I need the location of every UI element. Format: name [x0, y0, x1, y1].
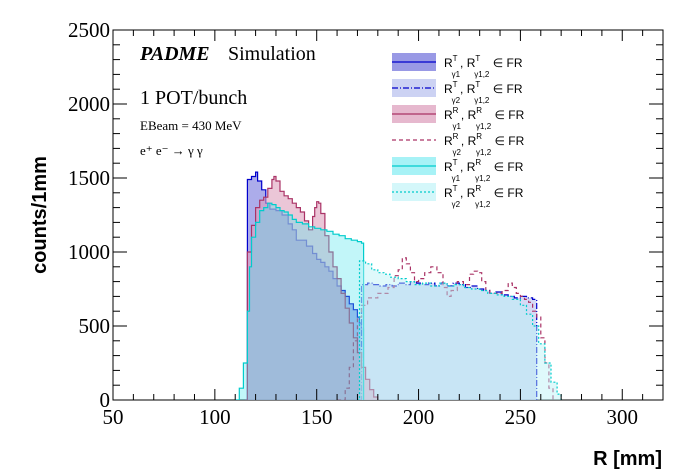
x-tick-label: 200: [403, 405, 435, 429]
legend-label-5: RT γ2, RR γ1,2 ∈ FR: [444, 184, 524, 209]
series-4-line: [235, 202, 365, 400]
y-tick-label: 0: [100, 388, 111, 412]
legend-label-2: RR γ1, RR γ1,2 ∈ FR: [444, 106, 525, 131]
series-4-fill: [235, 203, 364, 400]
y-axis-title: counts/1mm: [29, 156, 51, 274]
series-3-line: [337, 257, 554, 400]
ticks-layer: [112, 29, 664, 401]
legend-label-4: RT γ1, RR γ1,2 ∈ FR: [444, 158, 524, 183]
padme-label: PADME: [139, 43, 210, 65]
x-tick-label: 250: [505, 405, 537, 429]
series-layer: [235, 171, 562, 400]
x-tick-label: 50: [103, 405, 124, 429]
legend-label-3: RR γ2, RR γ1,2 ∈ FR: [444, 132, 525, 157]
legend-label-0: RT γ1, RT γ1,2 ∈ FR: [444, 54, 523, 79]
series-2-fill: [245, 176, 378, 400]
y-tick-label: 1500: [68, 166, 110, 190]
series-5-fill: [357, 260, 562, 400]
ebeam-label: EBeam = 430 MeV: [140, 118, 242, 133]
y-tick-label: 500: [79, 314, 111, 338]
x-tick-label: 150: [301, 405, 333, 429]
x-tick-label: 300: [607, 405, 639, 429]
series-2-line: [245, 175, 379, 400]
tick-labels-layer: 50 100 150 200 250 300 0 500 1000 1500 2000 2500: [68, 18, 638, 429]
series-1-fill: [359, 281, 537, 400]
legend-label-1: RT γ2, RT γ1,2 ∈ FR: [444, 80, 523, 105]
x-axis-title: R [mm]: [593, 448, 662, 470]
x-tick-label: 100: [199, 405, 231, 429]
pot-label: 1 POT/bunch: [140, 87, 247, 109]
process-label: e⁺ e⁻ → γ γ: [140, 143, 203, 158]
y-tick-label: 2500: [68, 18, 110, 42]
y-tick-label: 2000: [68, 92, 110, 116]
y-tick-label: 1000: [68, 240, 110, 264]
simulation-label: Simulation: [228, 43, 316, 65]
series-5-line: [357, 260, 562, 400]
